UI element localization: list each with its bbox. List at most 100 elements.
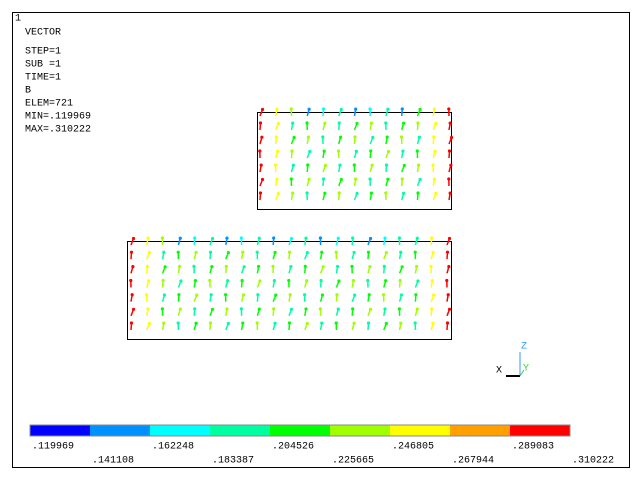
vector-head — [319, 279, 322, 282]
vector-head — [433, 178, 436, 181]
info-line: MIN=.119969 — [25, 112, 91, 123]
vector-head — [304, 307, 307, 310]
vector-head — [257, 265, 260, 268]
vector-head — [272, 307, 275, 310]
vector-head — [323, 122, 326, 125]
vector-head — [434, 150, 437, 153]
vector-head — [383, 237, 386, 240]
vector-head — [291, 192, 294, 195]
vector-head — [225, 237, 228, 240]
vector-head — [355, 150, 358, 153]
vector-head — [308, 178, 311, 181]
vector-head — [416, 279, 419, 282]
vector-head — [146, 237, 149, 240]
vector-head — [448, 308, 451, 311]
legend-label: .289083 — [512, 442, 554, 453]
vector-head — [258, 307, 261, 310]
vector-head — [179, 307, 182, 310]
vector-head — [209, 321, 212, 324]
triad-x-label: X — [496, 366, 502, 377]
vector-head — [240, 236, 243, 239]
vector-head — [276, 150, 279, 153]
vector-head — [448, 237, 451, 240]
vector-head — [384, 279, 387, 282]
vector-head — [399, 322, 402, 325]
vector-head — [132, 308, 135, 311]
vector-head — [350, 265, 353, 268]
vector-head — [353, 294, 356, 297]
vector-head — [241, 322, 244, 325]
vector-head — [130, 321, 133, 324]
vector-head — [367, 251, 370, 254]
vector-head — [432, 294, 435, 297]
vector-head — [402, 192, 405, 195]
vector-head — [275, 135, 278, 138]
vector-head — [382, 293, 385, 296]
vector-head — [208, 279, 211, 282]
vector-head — [450, 136, 453, 139]
vector-head — [305, 279, 308, 282]
vector-head — [354, 108, 357, 111]
vector-head — [209, 251, 212, 254]
vector-head — [289, 293, 292, 296]
vector-head — [306, 322, 309, 325]
vector-head — [431, 163, 434, 166]
vector-head — [446, 251, 449, 254]
vector-head — [292, 164, 295, 167]
vector-head — [369, 308, 372, 311]
vector-head — [386, 136, 389, 139]
vector-head — [447, 177, 450, 180]
vector-head — [259, 121, 262, 124]
vector-head — [227, 251, 230, 254]
vector-head — [400, 293, 403, 296]
legend-label: .119969 — [32, 442, 74, 453]
vector-head — [367, 321, 370, 324]
vector-head — [290, 308, 293, 311]
vector-head — [322, 107, 325, 110]
vector-head — [131, 265, 134, 268]
legend-band — [510, 425, 570, 436]
vector-head — [260, 136, 263, 139]
vector-head — [304, 265, 307, 268]
vector-head — [290, 237, 293, 240]
vector-head — [225, 265, 228, 268]
vector-head — [177, 321, 180, 324]
vector-head — [162, 251, 165, 254]
vector-head — [322, 177, 325, 180]
vector-head — [398, 279, 401, 282]
vector-head — [430, 307, 433, 310]
vector-head — [448, 149, 451, 152]
vector-head — [338, 121, 341, 124]
vector-head — [271, 265, 274, 268]
legend-label: .162248 — [152, 442, 194, 453]
vector-head — [306, 251, 309, 254]
info-line: B — [25, 86, 31, 97]
vector-head — [192, 265, 195, 268]
vector-head — [260, 164, 263, 167]
vector-head — [227, 322, 230, 325]
vector-head — [195, 294, 198, 297]
vector-head — [371, 164, 374, 167]
vector-head — [368, 265, 371, 268]
vector-head — [274, 294, 277, 297]
legend-band — [210, 425, 270, 436]
vector-head — [340, 178, 343, 181]
info-line: MAX=.310222 — [25, 125, 91, 136]
vector-head — [386, 178, 389, 181]
triad-y-label: Y — [523, 364, 529, 375]
vector-head — [355, 122, 358, 125]
vector-head — [445, 279, 448, 282]
vector-head — [340, 108, 343, 111]
vector-head — [449, 164, 452, 167]
vector-head — [416, 121, 419, 124]
vector-head — [447, 107, 450, 110]
vector-head — [273, 322, 276, 325]
vector-head — [370, 192, 373, 195]
vector-head — [431, 279, 434, 282]
vector-head — [178, 265, 181, 268]
vector-head — [292, 136, 295, 139]
vector-head — [308, 150, 311, 153]
legend-band — [90, 425, 150, 436]
vector-head — [401, 150, 404, 153]
